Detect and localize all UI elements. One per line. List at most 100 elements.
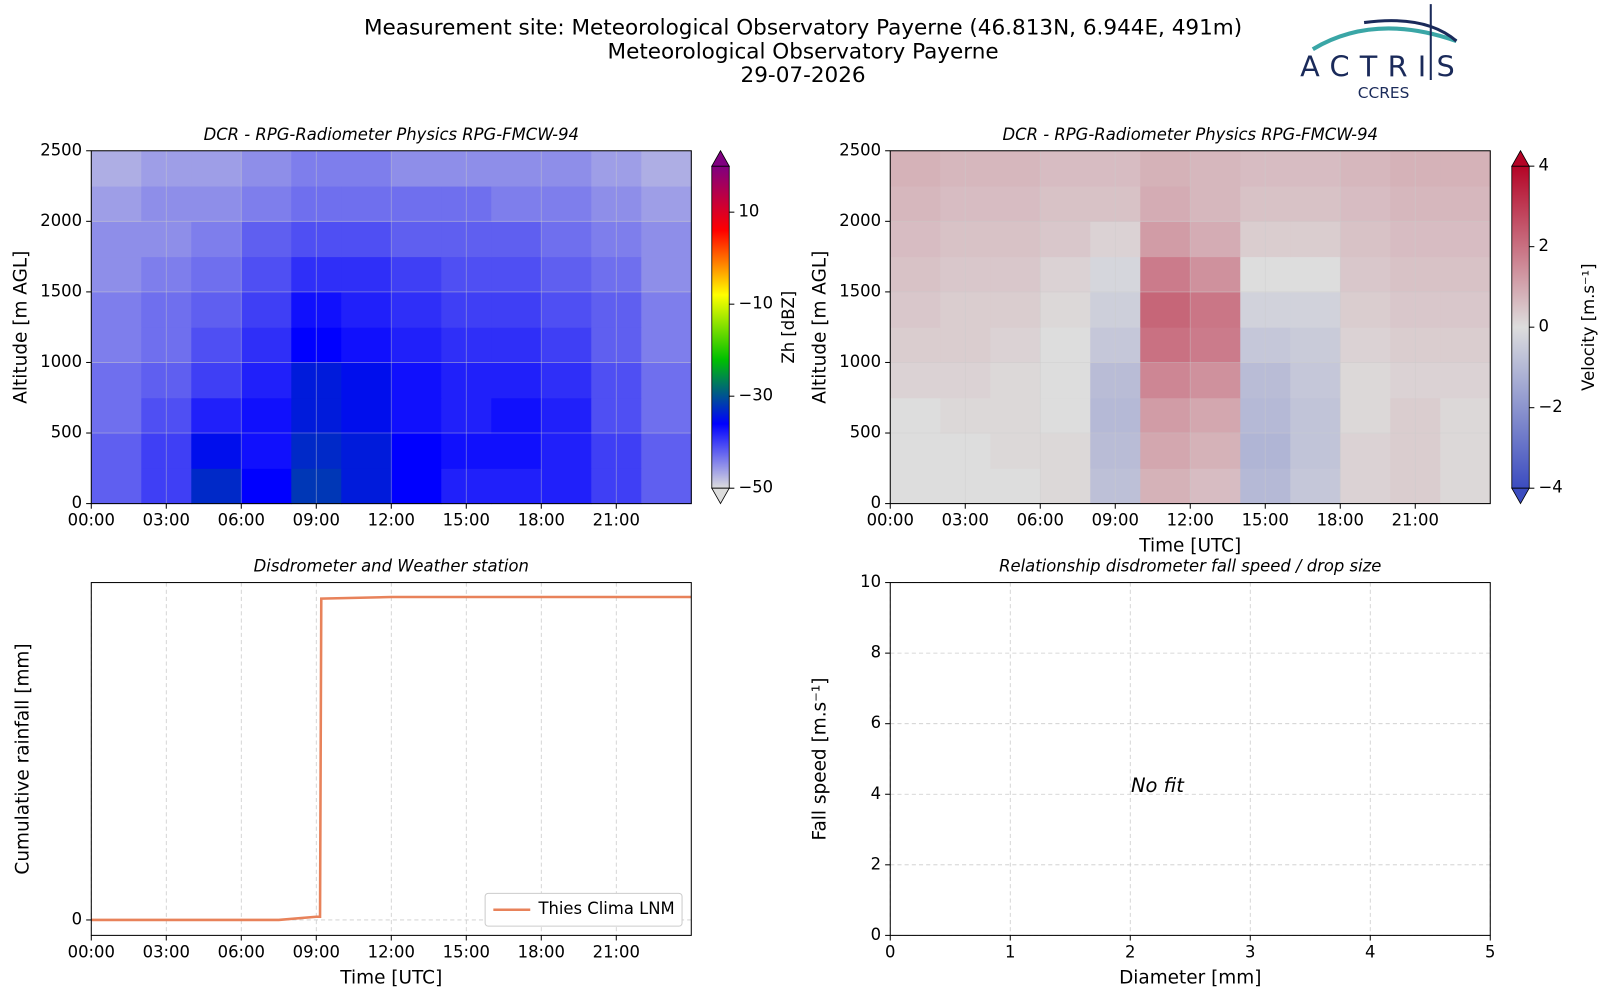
heatmap-cell (1340, 362, 1391, 399)
heatmap-cell (990, 397, 1041, 434)
heatmap-cell (1440, 468, 1491, 505)
heatmap-cell (391, 327, 442, 363)
colorbar (711, 165, 730, 489)
heatmap-cell (391, 186, 442, 222)
heatmap-cell (890, 150, 941, 187)
x-tick-label: 4 (1365, 942, 1375, 961)
heatmap-cell (1140, 397, 1191, 434)
x-tick-label: 3 (1245, 942, 1255, 961)
heatmap-cell (1140, 433, 1191, 469)
heatmap-cell (1140, 221, 1191, 258)
heatmap-cell (491, 397, 542, 434)
x-tick-label: 15:00 (1242, 511, 1289, 530)
x-tick-label: 0 (885, 942, 895, 961)
y-tick-label: 2500 (839, 140, 881, 159)
panel: −50 −30 −10 10 Zh [dBZ] 00:00 03:00 06:00 09:00 1… (11, 125, 799, 530)
plot-frame (889, 150, 1491, 505)
colorbar-tick-label: −50 (738, 478, 773, 497)
y-tick-label: 2500 (40, 140, 82, 159)
colorbar-tick-label: 0 (1538, 317, 1548, 336)
heatmap-cell (1040, 221, 1091, 258)
heatmap-cell (241, 468, 292, 505)
x-tick-label: 06:00 (1017, 511, 1064, 530)
heatmap-cell (641, 397, 692, 434)
heatmap-cell (1290, 150, 1341, 187)
heatmap-cell (541, 221, 592, 258)
heatmap-cell (1440, 397, 1491, 434)
data-line (91, 595, 692, 922)
heatmap-cell (641, 256, 692, 293)
y-tick-label: 0 (871, 493, 881, 512)
legend-label: Thies Clima LNM (537, 899, 674, 918)
heatmap-cell (1340, 186, 1391, 222)
heatmap-cell (1040, 291, 1091, 328)
x-tick-label: 18:00 (518, 511, 565, 530)
heatmap-cell (491, 433, 542, 469)
heatmap-cell (1140, 327, 1191, 363)
heatmap-cell (1190, 291, 1241, 328)
panel: 0 1 2 3 4 5 0 2 4 6 8 10 No fit Relationship disdrome… (810, 557, 1496, 989)
chart-title: Disdrometer and Weather station (254, 557, 529, 576)
heatmap-cell (990, 186, 1041, 222)
heatmap-cell (641, 221, 692, 258)
heatmap-cell (241, 291, 292, 328)
x-tick-label: 00:00 (68, 511, 115, 530)
y-tick-label: 2 (871, 854, 881, 873)
heatmap-cell (391, 397, 442, 434)
heatmap-cell (1040, 433, 1091, 469)
heatmap-cell (1340, 433, 1391, 469)
heatmap-cell (491, 256, 542, 293)
heatmap-cell (391, 291, 442, 328)
heatmap-cell (191, 186, 242, 222)
colorbar-extend (711, 149, 730, 167)
heatmap-cell (1290, 468, 1341, 505)
heatmap-cell (1190, 362, 1241, 399)
heatmap-cell (890, 433, 941, 469)
x-tick-label: 06:00 (218, 942, 265, 961)
x-tick-label: 15:00 (443, 511, 490, 530)
heatmap-cell (890, 186, 941, 222)
heatmap-cell (341, 221, 392, 258)
y-tick-label: 500 (850, 423, 881, 442)
heatmap-cell (91, 221, 142, 258)
x-tick-label: 09:00 (1092, 511, 1139, 530)
heatmap-cell (1190, 150, 1241, 187)
heatmap-cell (491, 291, 542, 328)
heatmap-cell (541, 256, 592, 293)
heatmap-cell (191, 150, 242, 187)
logo-arc (1311, 26, 1458, 51)
heatmap-cell (241, 256, 292, 293)
heatmap-cell (1040, 468, 1091, 505)
panel: 00:00 03:00 06:00 09:00 12:00 15:00 18:00 21:00… (13, 557, 692, 988)
chart-title: DCR - RPG-Radiometer Physics RPG-FMCW-94 (204, 125, 579, 144)
heatmap-cell (191, 468, 242, 505)
heatmap-cell (341, 397, 392, 434)
x-tick-label: 00:00 (68, 942, 115, 961)
heatmap-cell (1340, 150, 1391, 187)
heatmap-cell (491, 221, 542, 258)
colorbar-tick-label: −30 (738, 386, 773, 405)
heatmap-cell (1440, 327, 1491, 363)
y-axis-label: Altitude [m AGL] (810, 251, 831, 404)
heatmap-cell (1340, 291, 1391, 328)
heatmap-cell (1190, 256, 1241, 293)
heatmap-cell (91, 397, 142, 434)
heatmap-cell (91, 186, 142, 222)
heatmap-cell (1290, 397, 1341, 434)
heatmap-cell (1290, 291, 1341, 328)
colorbar-tick-label: −2 (1538, 397, 1562, 416)
heatmap-cell (541, 150, 592, 187)
x-tick-label: 06:00 (218, 511, 265, 530)
heatmap-cell (1040, 327, 1091, 363)
heatmap-cell (391, 468, 442, 505)
heatmap-cell (641, 468, 692, 505)
colorbar-label: Zh [dBZ] (779, 291, 798, 364)
heatmap-cell (1190, 186, 1241, 222)
heatmap-cell (541, 433, 592, 469)
heatmap-cell (990, 327, 1041, 363)
y-axis-label: Cumulative rainfall [mm] (13, 643, 34, 874)
colorbar (1511, 165, 1530, 489)
heatmap-cell (1340, 397, 1391, 434)
y-tick-label: 10 (860, 572, 881, 591)
